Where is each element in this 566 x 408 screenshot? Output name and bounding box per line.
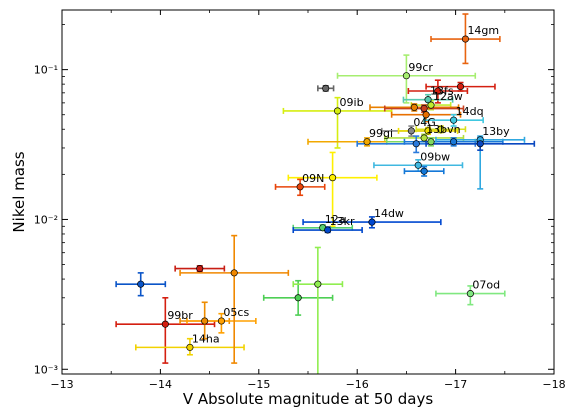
data-point bbox=[412, 140, 420, 148]
point-label: 99cr bbox=[408, 61, 433, 74]
data-point bbox=[450, 116, 458, 124]
data-point bbox=[420, 104, 428, 113]
x-tick-label: −13 bbox=[50, 378, 73, 391]
point-label: 99br bbox=[167, 309, 193, 322]
data-point bbox=[422, 111, 430, 119]
point-label: 13bvn bbox=[426, 123, 460, 136]
data-point bbox=[186, 343, 194, 351]
y-tick-label: 10⁻³ bbox=[34, 363, 58, 376]
data-point bbox=[324, 226, 332, 234]
x-tick-label: −17 bbox=[444, 378, 467, 391]
point-label: 13by bbox=[482, 125, 510, 138]
error-bar bbox=[282, 96, 393, 149]
point-label: 09N bbox=[302, 172, 324, 185]
data-point bbox=[314, 280, 322, 288]
point-label: 12a bbox=[325, 213, 346, 226]
data-point bbox=[410, 103, 418, 111]
data-point bbox=[137, 280, 145, 288]
point-label: 09ib bbox=[340, 96, 364, 109]
point-label: 04G bbox=[413, 116, 436, 129]
x-tick-label: −16 bbox=[346, 378, 369, 391]
point-label: 99gi bbox=[369, 127, 393, 140]
point-label: 14dq bbox=[456, 105, 484, 118]
data-point bbox=[161, 320, 169, 328]
y-axis-ticks: 10⁻³ 10⁻² 10⁻¹ bbox=[34, 24, 554, 376]
data-point bbox=[466, 290, 474, 298]
data-point bbox=[427, 138, 435, 146]
point-label: 13fs bbox=[430, 85, 454, 98]
point-label: 14dw bbox=[374, 207, 404, 220]
y-tick-label: 10⁻¹ bbox=[34, 64, 58, 77]
point-label: 12aw bbox=[433, 90, 463, 103]
data-point bbox=[456, 83, 465, 91]
point-label: 14ha bbox=[192, 332, 220, 345]
y-tick-label: 10⁻² bbox=[34, 213, 58, 226]
data-point bbox=[424, 127, 432, 135]
error-bar bbox=[115, 296, 216, 364]
data-point bbox=[329, 174, 337, 182]
data-point bbox=[461, 35, 469, 43]
data-point bbox=[322, 84, 330, 92]
data-point bbox=[217, 317, 225, 325]
data-point bbox=[333, 107, 342, 115]
data-point bbox=[196, 265, 204, 273]
data-point bbox=[476, 140, 484, 148]
point-label: 09bw bbox=[420, 150, 450, 163]
data-point bbox=[437, 125, 445, 133]
data-point bbox=[294, 294, 302, 302]
markers bbox=[137, 35, 484, 351]
data-point bbox=[296, 183, 304, 191]
x-axis-label: V Absolute magnitude at 50 days bbox=[183, 390, 434, 408]
error-bar bbox=[292, 246, 344, 374]
point-label: 05cs bbox=[223, 306, 249, 319]
data-point bbox=[407, 127, 415, 135]
data-point bbox=[402, 72, 410, 80]
data-point bbox=[363, 138, 371, 146]
data-point bbox=[420, 134, 428, 142]
point-label: 13kr bbox=[330, 215, 355, 228]
data-point bbox=[201, 317, 209, 325]
data-point bbox=[420, 167, 428, 175]
plot-frame bbox=[61, 9, 555, 375]
data-point bbox=[427, 101, 435, 109]
data-point bbox=[368, 218, 376, 226]
x-axis-ticks: −13 −14 −15 −16 −17 −18 bbox=[50, 10, 566, 391]
x-tick-label: −14 bbox=[149, 378, 172, 391]
data-point bbox=[450, 138, 458, 146]
data-point bbox=[230, 269, 238, 277]
x-tick-label: −15 bbox=[247, 378, 270, 391]
point-label: 07od bbox=[472, 279, 500, 292]
data-point bbox=[424, 96, 432, 104]
data-point bbox=[414, 161, 422, 169]
x-tick-label: −18 bbox=[542, 378, 565, 391]
point-label: 14gm bbox=[467, 24, 499, 37]
data-point bbox=[434, 87, 442, 95]
y-axis-label: Nikel mass bbox=[10, 151, 28, 232]
